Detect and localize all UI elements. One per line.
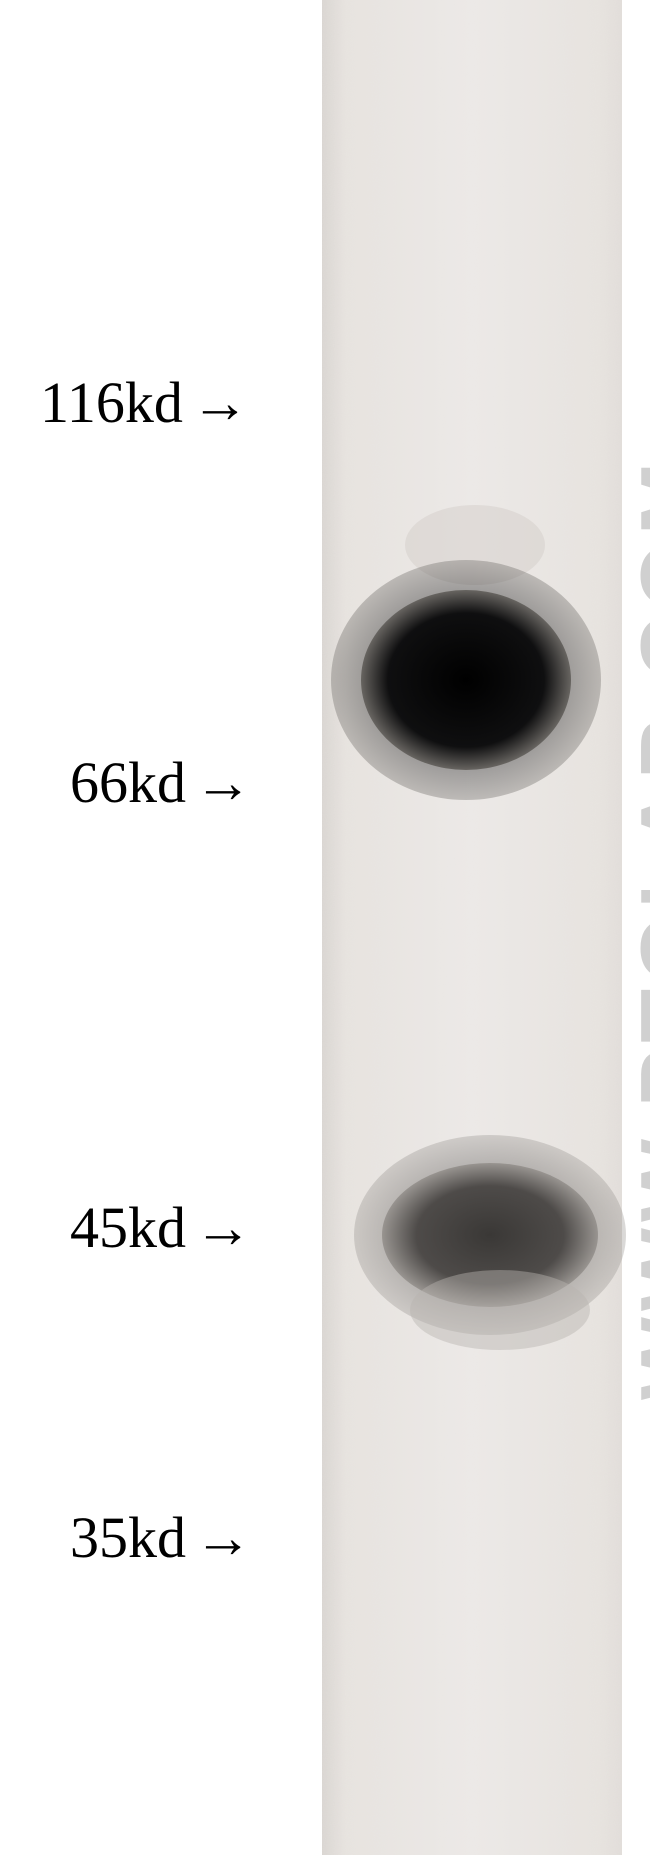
mw-marker-66kd: 66kd→ xyxy=(70,749,252,816)
mw-marker-35kd: 35kd→ xyxy=(70,1504,252,1571)
mw-marker-116kd: 116kd→ xyxy=(40,369,249,436)
marker-text: 116kd xyxy=(40,370,183,435)
blot-strip xyxy=(0,0,650,1855)
arrow-icon: → xyxy=(191,369,249,436)
arrow-icon: → xyxy=(194,1504,252,1571)
arrow-icon: → xyxy=(194,749,252,816)
mw-marker-45kd: 45kd→ xyxy=(70,1194,252,1261)
blot-strip-svg xyxy=(0,0,650,1855)
marker-text: 66kd xyxy=(70,750,186,815)
marker-text: 45kd xyxy=(70,1195,186,1260)
marker-text: 35kd xyxy=(70,1505,186,1570)
arrow-icon: → xyxy=(194,1194,252,1261)
